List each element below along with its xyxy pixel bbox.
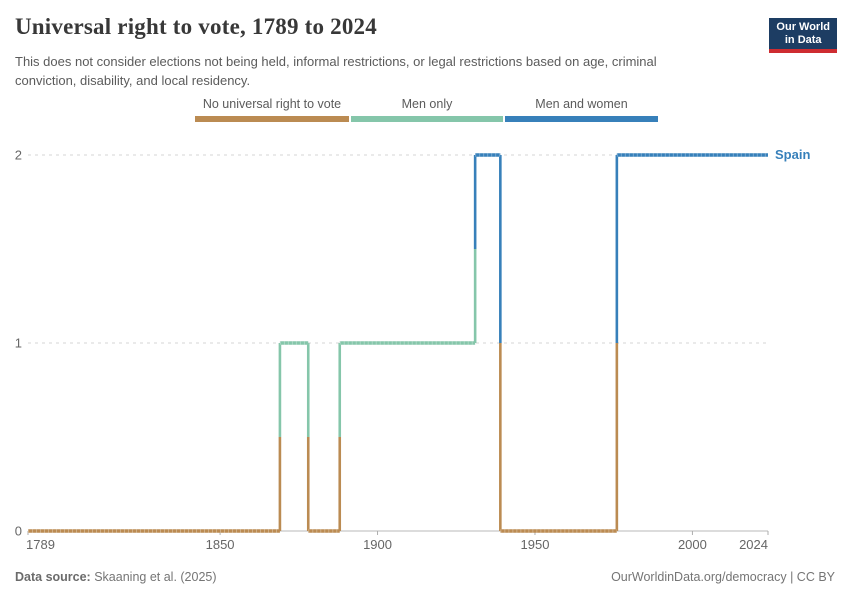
data-source-value: Skaaning et al. (2025) — [94, 570, 217, 584]
legend: No universal right to vote Men only Men … — [195, 97, 658, 122]
x-tick-label: 1900 — [363, 537, 392, 552]
x-tick-label: 1950 — [521, 537, 550, 552]
owid-logo-line1: Our World — [776, 21, 830, 33]
data-source-label: Data source: — [15, 570, 91, 584]
license-note: OurWorldinData.org/democracy | CC BY — [611, 570, 835, 584]
y-tick-label: 2 — [15, 148, 22, 163]
chart-subtitle: This does not consider elections not bei… — [15, 54, 657, 88]
legend-swatch-men-only — [351, 116, 503, 122]
x-tick-label: 1850 — [206, 537, 235, 552]
y-tick-label: 0 — [15, 524, 22, 539]
owid-logo-line2: in Data — [784, 34, 822, 46]
legend-label: Men only — [401, 97, 453, 111]
x-tick-label: 1789 — [26, 537, 55, 552]
legend-swatch-men-and-women — [505, 116, 658, 122]
legend-item-no-universal-right[interactable]: No universal right to vote — [195, 97, 349, 122]
data-source-note: Data source: Skaaning et al. (2025) — [15, 570, 217, 584]
legend-item-men-and-women[interactable]: Men and women — [505, 97, 658, 122]
x-tick-label: 2024 — [739, 537, 768, 552]
owid-logo[interactable]: Our World in Data — [769, 18, 837, 53]
chart-title: Universal right to vote, 1789 to 2024 — [15, 14, 377, 39]
legend-item-men-only[interactable]: Men only — [351, 97, 503, 122]
series-label[interactable]: Spain — [775, 147, 811, 162]
y-tick-label: 1 — [15, 336, 22, 351]
x-tick-label: 2000 — [678, 537, 707, 552]
chart-footer: Data source: Skaaning et al. (2025) OurW… — [15, 570, 835, 584]
legend-label: Men and women — [535, 97, 628, 111]
legend-label: No universal right to vote — [202, 97, 342, 111]
legend-swatch-no-universal — [195, 116, 349, 122]
